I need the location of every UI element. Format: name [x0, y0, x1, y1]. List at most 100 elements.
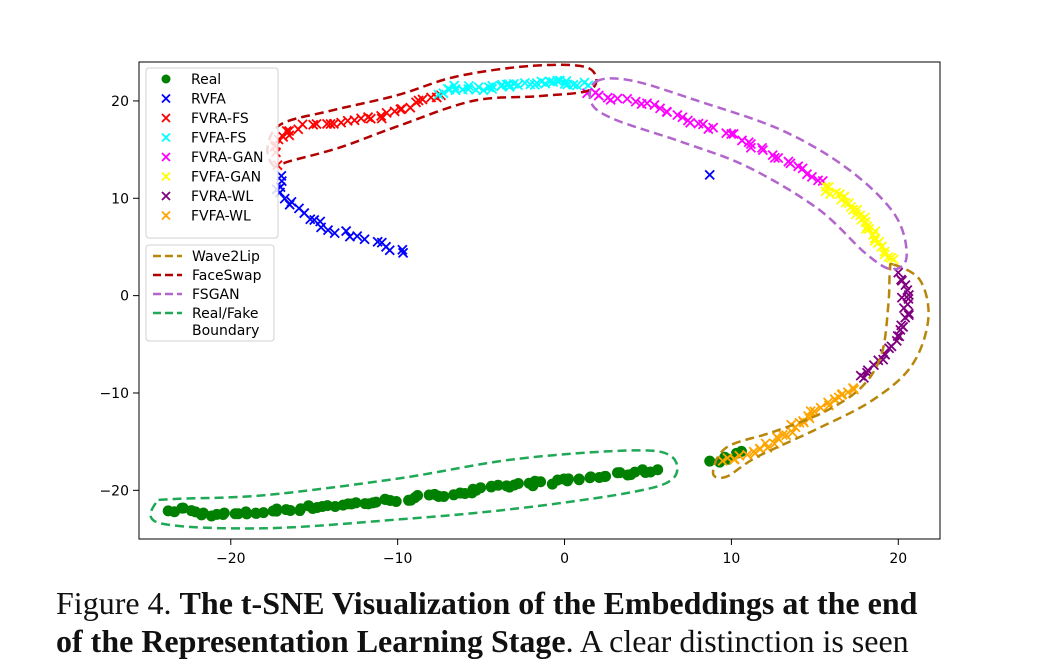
data-point [397, 244, 408, 255]
data-point [397, 247, 409, 259]
legend-entry: Real [191, 72, 221, 88]
data-point [308, 119, 319, 130]
data-point [384, 245, 395, 256]
data-point [622, 93, 633, 105]
data-point [900, 312, 911, 323]
data-point [381, 107, 392, 118]
series-fvfa-wl [717, 382, 860, 467]
data-point [883, 251, 894, 263]
boundary-real-fake [149, 449, 679, 530]
data-point [438, 490, 450, 502]
legend-entry: Wave2Lip [192, 249, 260, 265]
data-point [677, 112, 688, 123]
figure-caption: Figure 4. The t-SNE Visualization of the… [56, 584, 1016, 660]
data-point [487, 80, 498, 92]
data-point [284, 504, 296, 516]
data-point [780, 430, 792, 441]
data-point [284, 199, 295, 210]
data-point [652, 464, 664, 476]
y-tick-label: −10 [99, 386, 129, 402]
legend-marker [161, 132, 171, 143]
series-fvra-wl [855, 267, 914, 383]
data-point [322, 224, 334, 236]
legend-marker [161, 191, 171, 201]
y-tick-label: 10 [111, 191, 129, 207]
data-point [535, 476, 547, 488]
series-fvra-gan [581, 87, 828, 187]
data-point [492, 479, 504, 491]
data-point [654, 103, 666, 114]
data-point [773, 152, 784, 164]
data-point [704, 169, 715, 181]
data-point [340, 225, 352, 237]
data-point [726, 128, 737, 140]
data-point [389, 106, 400, 117]
data-point [649, 99, 660, 111]
legend-entry: FVRA-FS [191, 111, 249, 127]
legend-entry: FVRA-WL [191, 189, 253, 205]
data-point [335, 117, 347, 128]
data-point [806, 171, 818, 182]
data-point [787, 427, 798, 438]
data-point [512, 478, 524, 490]
data-point [748, 446, 759, 457]
axis-ticks: −20 −10 0 10 20 20 10 0 −10 −20 [99, 94, 907, 567]
legend-box [145, 67, 279, 239]
data-point [848, 384, 860, 395]
data-point [704, 455, 716, 467]
legend-marker [161, 152, 171, 162]
data-point [888, 254, 899, 265]
plot-area [149, 63, 930, 530]
legend-marker [161, 93, 171, 104]
data-point [571, 80, 583, 91]
data-point [350, 497, 362, 509]
legend-entry: RVFA [191, 92, 226, 108]
boundary-faceswap [266, 63, 598, 169]
legend: Real RVFA FVRA-FS FVFA-FS FVRA-GAN FVFA-GAN FV… [145, 67, 279, 342]
data-point [641, 98, 653, 109]
data-point [370, 496, 382, 508]
data-point [412, 490, 424, 502]
data-point [903, 289, 914, 301]
data-point [756, 142, 768, 154]
data-point [876, 241, 887, 253]
legend-entry: FSGAN [192, 287, 240, 303]
data-point [352, 231, 363, 242]
legend-marker [161, 171, 171, 182]
data-point [593, 90, 604, 101]
caption-line-2: of the Representation Learning Stage. A … [56, 622, 1016, 660]
data-point [562, 473, 574, 485]
y-tick-label: 0 [120, 289, 129, 305]
data-point [836, 194, 847, 205]
series-real [162, 445, 747, 522]
caption-label: Figure 4. [56, 585, 172, 621]
data-point [858, 372, 870, 383]
data-point [785, 158, 796, 169]
data-point [478, 85, 489, 96]
legend-entry: FVFA-WL [191, 209, 251, 225]
data-point [745, 142, 757, 153]
data-point [722, 452, 733, 464]
legend-entry: Real/Fake [192, 306, 258, 322]
data-point [661, 106, 672, 117]
data-point [728, 128, 739, 139]
data-point [707, 122, 719, 133]
y-tick-label: 20 [111, 94, 129, 110]
data-point [417, 94, 428, 105]
data-point [863, 223, 875, 235]
x-tick-label: −20 [216, 551, 246, 567]
data-point [504, 81, 515, 92]
data-point [773, 433, 784, 444]
data-point [283, 125, 295, 137]
x-tick-label: 0 [560, 551, 569, 567]
x-tick-label: 20 [889, 551, 907, 567]
data-point [568, 79, 579, 90]
data-point [217, 508, 229, 520]
data-point [395, 104, 406, 115]
data-point [801, 169, 813, 180]
series-fvfa-gan [820, 181, 899, 265]
data-point [449, 80, 460, 91]
data-point [390, 495, 402, 507]
data-point [315, 222, 327, 233]
data-point [297, 119, 308, 130]
